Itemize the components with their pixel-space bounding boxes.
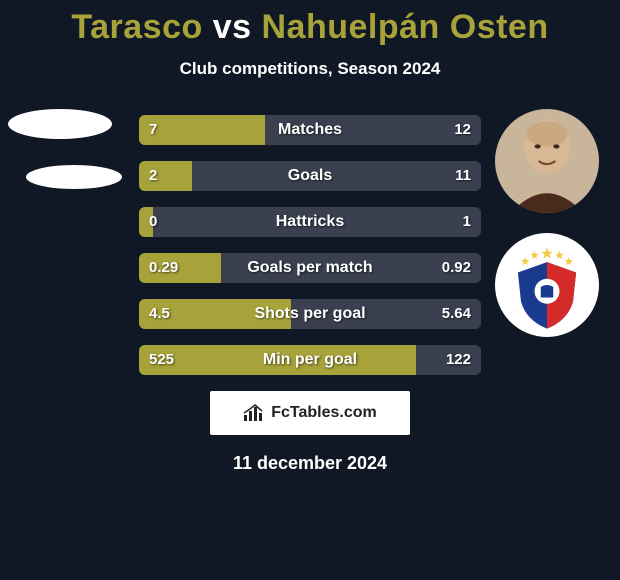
date-label: 11 december 2024 [0,453,620,474]
right-avatar-column [495,109,610,357]
stat-row: 4.55.64Shots per goal [139,299,481,329]
stat-bars: 712Matches 211Goals 01Hattricks 0.290.92Goa… [139,115,481,375]
source-badge[interactable]: FcTables.com [210,391,410,435]
stat-label: Shots per goal [139,299,481,329]
left-avatar-column [6,109,121,215]
left-placeholder-ellipse-1 [8,109,112,139]
source-label: FcTables.com [271,404,377,422]
stat-label: Goals per match [139,253,481,283]
stat-row: 712Matches [139,115,481,145]
subtitle: Club competitions, Season 2024 [0,59,620,79]
player2-photo [495,109,599,213]
stat-row: 211Goals [139,161,481,191]
stat-label: Hattricks [139,207,481,237]
title-vs: vs [213,8,252,46]
left-placeholder-ellipse-2 [26,165,122,189]
player2-name: Nahuelpán Osten [262,8,549,46]
stat-row: 0.290.92Goals per match [139,253,481,283]
stat-row: 525122Min per goal [139,345,481,375]
comparison-body: 712Matches 211Goals 01Hattricks 0.290.92Goa… [0,115,620,474]
comparison-card: Tarasco vs Nahuelpán Osten Club competit… [0,0,620,474]
crest-icon [495,233,599,337]
person-icon [495,109,599,213]
chart-icon [243,404,265,422]
stat-row: 01Hattricks [139,207,481,237]
player2-club-crest [495,233,599,337]
stat-label: Goals [139,161,481,191]
stat-label: Matches [139,115,481,145]
page-title: Tarasco vs Nahuelpán Osten [0,8,620,47]
stat-label: Min per goal [139,345,481,375]
player1-name: Tarasco [71,8,202,46]
